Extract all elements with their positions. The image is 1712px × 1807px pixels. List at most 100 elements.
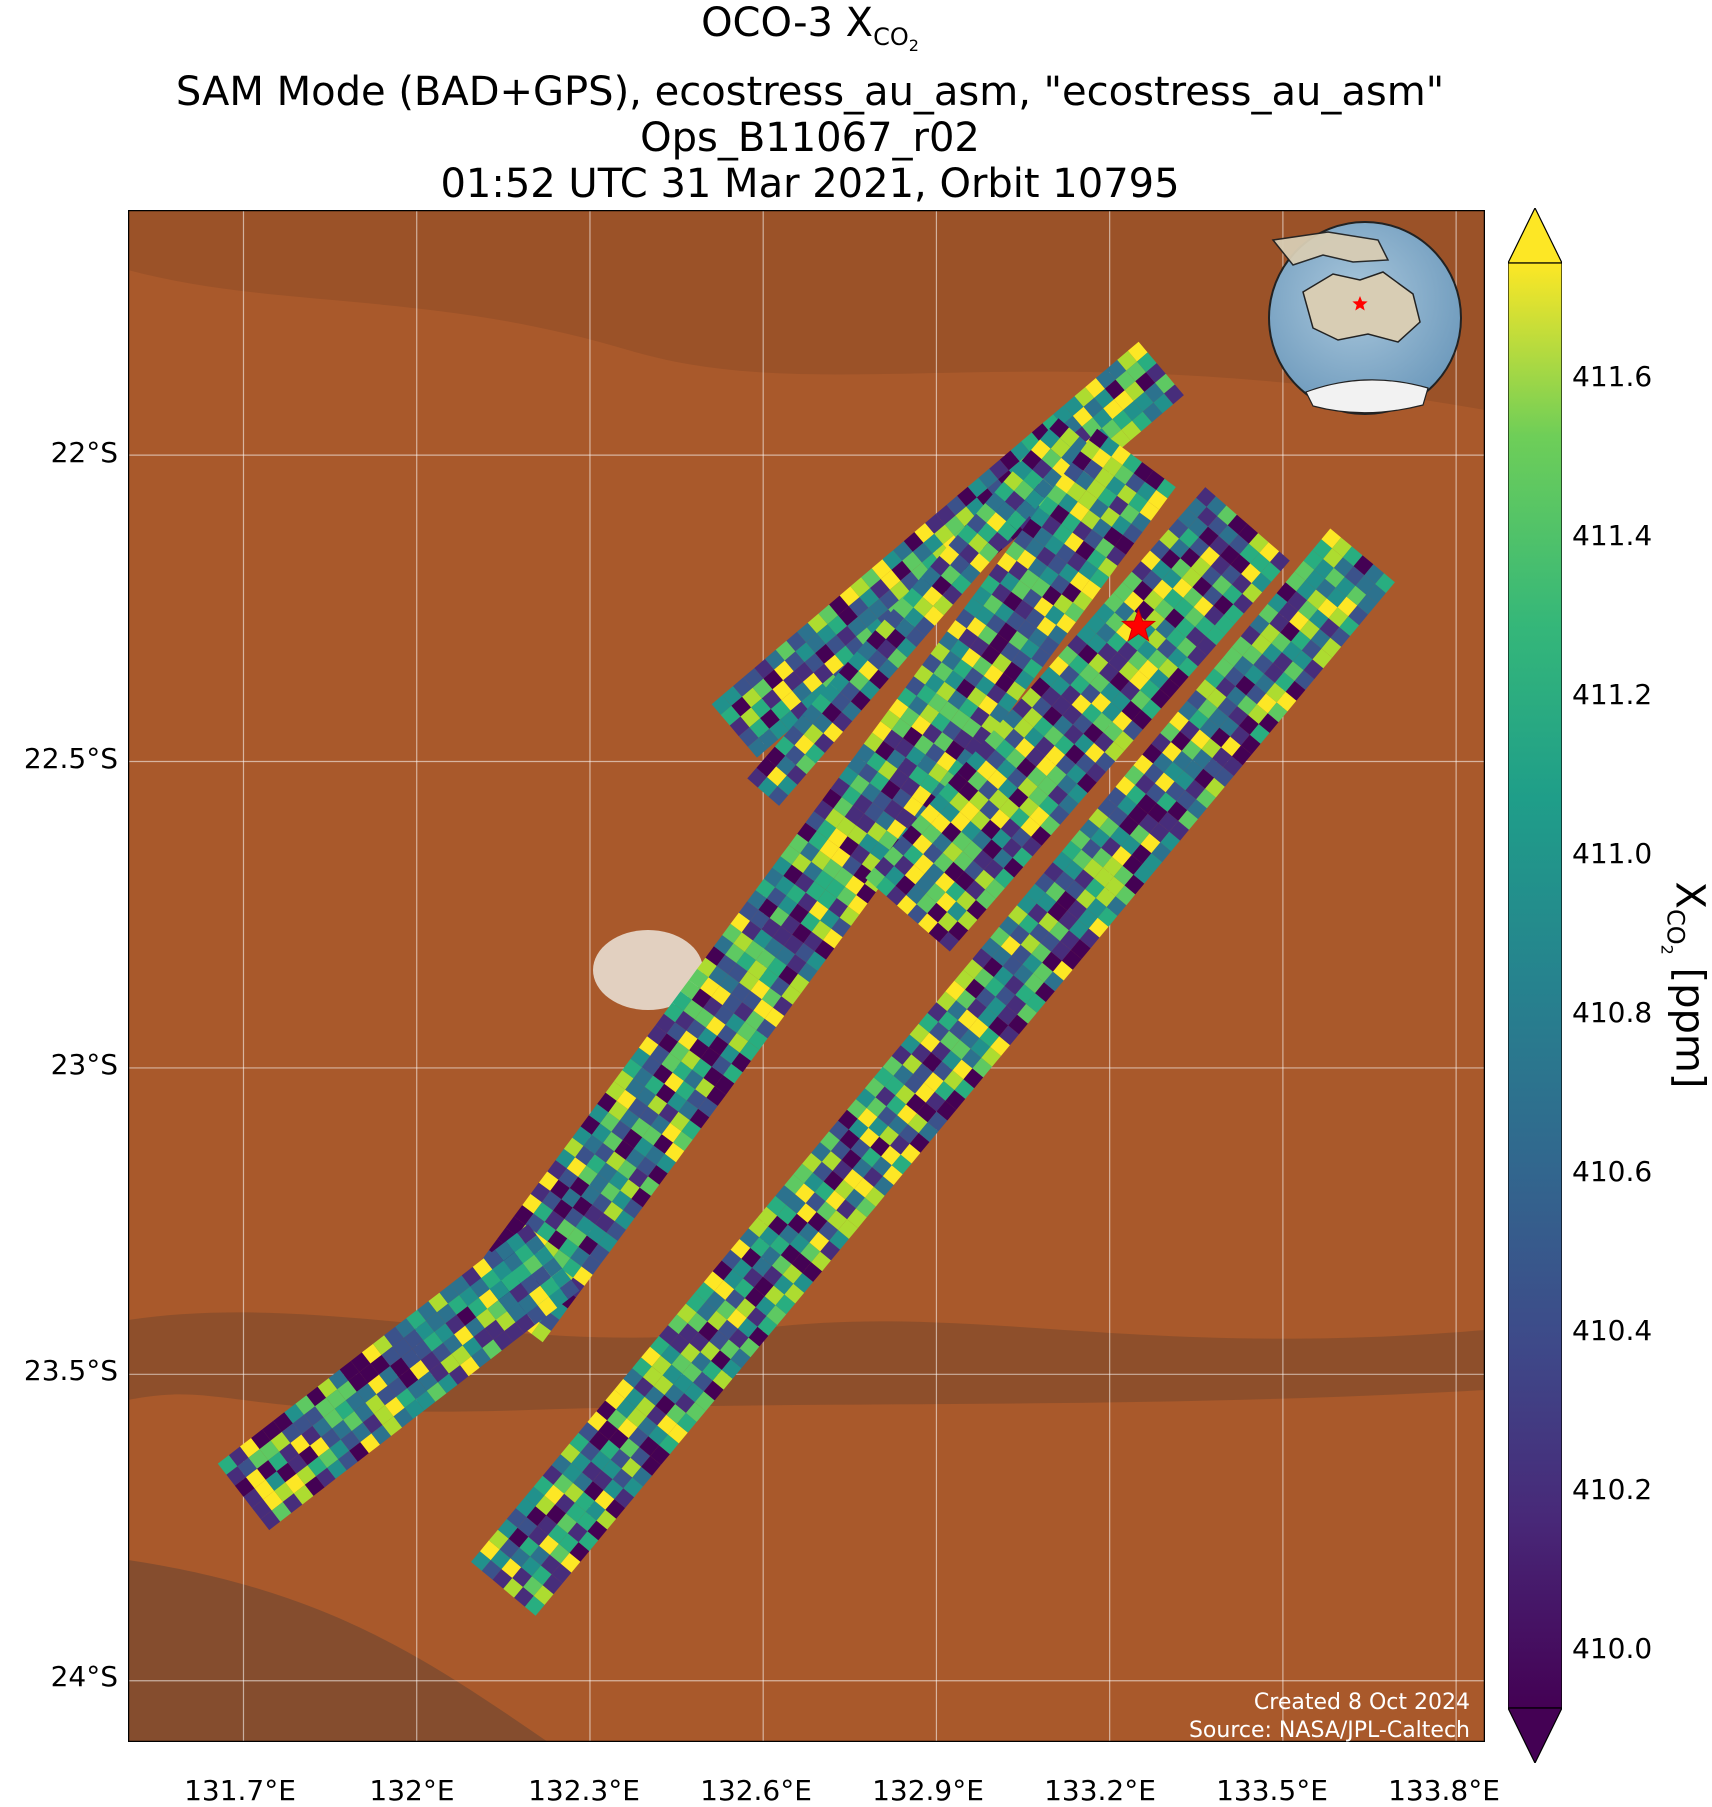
- xco2-sounding: [1271, 632, 1291, 653]
- xco2-sounding: [933, 595, 953, 616]
- xco2-sounding: [773, 996, 793, 1016]
- xco2-sounding: [836, 1199, 856, 1220]
- cb-tick-410-4: 410.4: [1572, 1314, 1653, 1347]
- xco2-sounding: [1095, 887, 1116, 907]
- xco2-sounding: [1026, 883, 1046, 904]
- xco2-sounding: [990, 1036, 1010, 1056]
- xco2-sounding: [1270, 551, 1290, 572]
- xco2-sounding: [1007, 768, 1027, 788]
- xco2-sounding: [865, 867, 886, 888]
- xco2-sounding: [1196, 487, 1216, 507]
- xco2-sounding: [1126, 785, 1146, 805]
- xco2-sounding: [864, 802, 884, 823]
- xco2-sounding: [1096, 623, 1117, 643]
- xco2-sounding: [1008, 1014, 1028, 1035]
- xco2-sounding: [1274, 672, 1295, 692]
- xco2-sounding: [1163, 588, 1184, 609]
- xco2-sounding: [1142, 570, 1163, 590]
- xco2-sounding: [274, 1482, 294, 1502]
- xco2-sounding: [1046, 765, 1067, 786]
- xco2-sounding: [855, 813, 876, 834]
- xco2-sounding: [823, 928, 843, 949]
- xco2-sounding: [705, 946, 726, 966]
- xco2-sounding: [1081, 838, 1102, 859]
- xco2-sounding: [1106, 546, 1126, 566]
- xco2-sounding: [993, 848, 1013, 869]
- xco2-sounding: [859, 588, 880, 608]
- xco2-sounding: [1231, 573, 1252, 594]
- xco2-sounding: [514, 1587, 534, 1607]
- xco2-sounding: [315, 1397, 335, 1418]
- xco2-sounding: [999, 916, 1019, 936]
- xco2-sounding: [933, 852, 954, 873]
- xco2-sounding: [818, 1221, 839, 1241]
- xco2-sounding: [533, 1475, 554, 1496]
- xco2-sounding: [1122, 571, 1143, 592]
- xco2-sounding: [1201, 566, 1222, 586]
- xco2-sounding: [694, 1391, 715, 1412]
- xco2-sounding: [961, 1048, 982, 1069]
- xco2-sounding: [720, 1339, 740, 1360]
- xco2-sounding: [948, 921, 969, 941]
- xco2-sounding: [1152, 579, 1173, 600]
- xco2-sounding: [1267, 593, 1288, 613]
- xco2-sounding: [938, 631, 959, 651]
- xco2-sounding: [551, 1454, 572, 1474]
- xco2-sounding: [1053, 594, 1073, 614]
- xco2-sounding: [1155, 619, 1176, 639]
- xco2-sounding: [1056, 890, 1077, 911]
- xco2-sounding: [1181, 740, 1202, 760]
- xco2-sounding: [798, 1222, 819, 1243]
- xco2-sounding: [541, 1554, 561, 1575]
- xco2-sounding: [501, 1558, 522, 1578]
- xco2-sounding: [1319, 618, 1340, 638]
- xco2-sounding: [628, 1168, 649, 1188]
- xco2-sounding: [784, 1174, 804, 1195]
- xco2-sounding: [631, 1117, 651, 1138]
- xco2-sounding: [616, 1089, 637, 1110]
- xco2-sounding: [770, 976, 790, 997]
- xco2-sounding: [813, 800, 834, 820]
- xco2-sounding: [301, 1425, 322, 1446]
- xco2-sounding: [793, 1273, 814, 1293]
- xco2-sounding: [795, 943, 815, 963]
- xco2-sounding: [1067, 899, 1087, 920]
- xco2-sounding: [884, 1075, 905, 1096]
- xco2-sounding: [1131, 844, 1152, 864]
- xco2-sounding: [883, 729, 903, 750]
- xco2-sounding: [947, 901, 967, 922]
- xco2-sounding: [260, 1510, 281, 1531]
- xco2-sounding: [769, 906, 790, 927]
- xco2-sounding: [970, 706, 990, 727]
- xco2-sounding: [789, 1233, 810, 1254]
- xco2-sounding: [677, 1412, 697, 1433]
- xco2-sounding: [923, 533, 944, 554]
- xco2-sounding: [1117, 795, 1137, 816]
- xco2-sounding: [659, 1325, 679, 1345]
- xco2-sounding: [1020, 933, 1041, 954]
- xco2-sounding: [1142, 743, 1163, 764]
- xco2-sounding: [1233, 655, 1254, 676]
- xco2-sounding: [986, 512, 1007, 532]
- xco2-sounding: [730, 1348, 751, 1369]
- xco2-sounding: [739, 971, 759, 991]
- map-panel: [128, 210, 1485, 1742]
- xco2-sounding: [641, 1456, 661, 1476]
- xco2-sounding: [578, 1235, 599, 1256]
- xco2-sounding: [739, 1041, 760, 1061]
- xco2-sounding: [900, 1034, 921, 1055]
- xco2-sounding: [933, 662, 953, 682]
- xco2-sounding: [544, 1210, 565, 1231]
- xco2-sounding: [240, 1438, 260, 1458]
- xco2-sounding: [396, 1388, 416, 1408]
- xco2-sounding: [1328, 607, 1349, 628]
- xco2-sounding: [646, 1405, 667, 1426]
- xco2-sounding: [805, 1192, 826, 1212]
- xco2-sounding: [650, 1114, 671, 1135]
- xco2-sounding: [395, 1318, 415, 1338]
- xco2-sounding: [739, 1228, 760, 1248]
- xco2-sounding: [768, 786, 789, 806]
- xco2-sounding: [916, 684, 937, 705]
- xco2-sounding: [889, 768, 909, 789]
- xco2-sounding: [1108, 806, 1129, 827]
